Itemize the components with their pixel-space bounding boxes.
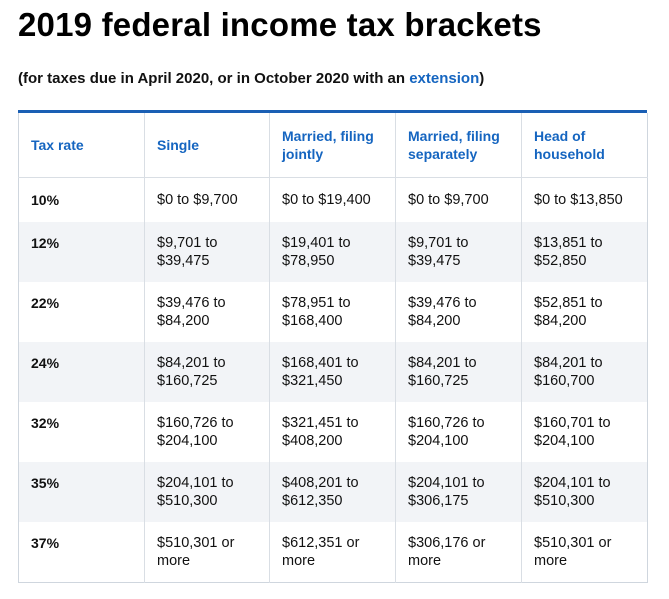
- tax-rate-cell: 22%: [18, 282, 145, 342]
- married-separately-cell: $9,701 to $39,475: [395, 222, 522, 282]
- tax-rate-cell: 32%: [18, 402, 145, 462]
- table-row: 32% $160,726 to $204,100 $321,451 to $40…: [18, 402, 648, 462]
- single-cell: $204,101 to $510,300: [144, 462, 270, 522]
- subtitle-text-after: ): [479, 70, 485, 87]
- head-of-household-cell: $84,201 to $160,700: [521, 342, 648, 402]
- single-cell: $160,726 to $204,100: [144, 402, 270, 462]
- head-of-household-cell: $13,851 to $52,850: [521, 222, 648, 282]
- head-of-household-cell: $0 to $13,850: [534, 192, 623, 208]
- header-married-separately: Married, filing separately: [395, 113, 522, 178]
- tax-rate-cell: 24%: [18, 342, 145, 402]
- subtitle-text-before: (for taxes due in April 2020, or in Octo…: [18, 70, 410, 87]
- head-of-household-cell: $204,101 to $510,300: [521, 462, 648, 522]
- tax-rate-cell: 35%: [18, 462, 145, 522]
- tax-brackets-table-container: Tax rate Single Married, filing jointly …: [18, 110, 648, 583]
- married-jointly-cell: $408,201 to $612,350: [269, 462, 396, 522]
- header-single: Single: [144, 113, 270, 178]
- married-separately-cell: $84,201 to $160,725: [395, 342, 522, 402]
- married-jointly-cell: $168,401 to $321,450: [269, 342, 396, 402]
- page-subtitle: (for taxes due in April 2020, or in Octo…: [18, 70, 484, 87]
- head-of-household-cell: $510,301 or more: [534, 535, 612, 569]
- married-jointly-cell: $19,401 to $78,950: [269, 222, 396, 282]
- header-married-jointly: Married, filing jointly: [269, 113, 396, 178]
- single-cell: $9,701 to $39,475: [144, 222, 270, 282]
- table-row: 35% $204,101 to $510,300 $408,201 to $61…: [18, 462, 648, 522]
- head-of-household-cell: $52,851 to $84,200: [534, 295, 603, 329]
- table-row: 37% $510,301 or more $612,351 or more $3…: [18, 522, 648, 582]
- single-cell: $0 to $9,700: [144, 177, 270, 222]
- table-row: 10% $0 to $9,700 $0 to $19,400 $0 to $9,…: [18, 177, 648, 222]
- table-row: 12% $9,701 to $39,475 $19,401 to $78,950…: [18, 222, 648, 282]
- single-cell: $510,301 or more: [144, 522, 270, 582]
- header-head-of-household: Head of household: [521, 113, 648, 178]
- table-row: 22% $39,476 to $84,200 $78,951 to $168,4…: [18, 282, 648, 342]
- page-title: 2019 federal income tax brackets: [18, 6, 542, 43]
- married-separately-cell: $39,476 to $84,200: [395, 282, 522, 342]
- married-jointly-cell: $612,351 or more: [269, 522, 396, 582]
- married-separately-cell: $160,726 to $204,100: [395, 402, 522, 462]
- married-separately-cell: $0 to $9,700: [395, 177, 522, 222]
- header-tax-rate: Tax rate: [18, 113, 145, 178]
- table-row: 24% $84,201 to $160,725 $168,401 to $321…: [18, 342, 648, 402]
- single-cell: $84,201 to $160,725: [144, 342, 270, 402]
- tax-rate-cell: 12%: [18, 222, 145, 282]
- extension-link[interactable]: extension: [409, 70, 480, 87]
- tax-rate-cell: 10%: [18, 177, 145, 222]
- married-separately-cell: $306,176 or more: [395, 522, 522, 582]
- married-jointly-cell: $78,951 to $168,400: [269, 282, 396, 342]
- head-of-household-cell: $160,701 to $204,100: [534, 415, 611, 449]
- tax-brackets-table: Tax rate Single Married, filing jointly …: [18, 113, 648, 583]
- tax-rate-cell: 37%: [18, 522, 145, 582]
- table-header-row: Tax rate Single Married, filing jointly …: [18, 113, 648, 178]
- married-jointly-cell: $0 to $19,400: [269, 177, 396, 222]
- married-jointly-cell: $321,451 to $408,200: [269, 402, 396, 462]
- single-cell: $39,476 to $84,200: [144, 282, 270, 342]
- married-separately-cell: $204,101 to $306,175: [395, 462, 522, 522]
